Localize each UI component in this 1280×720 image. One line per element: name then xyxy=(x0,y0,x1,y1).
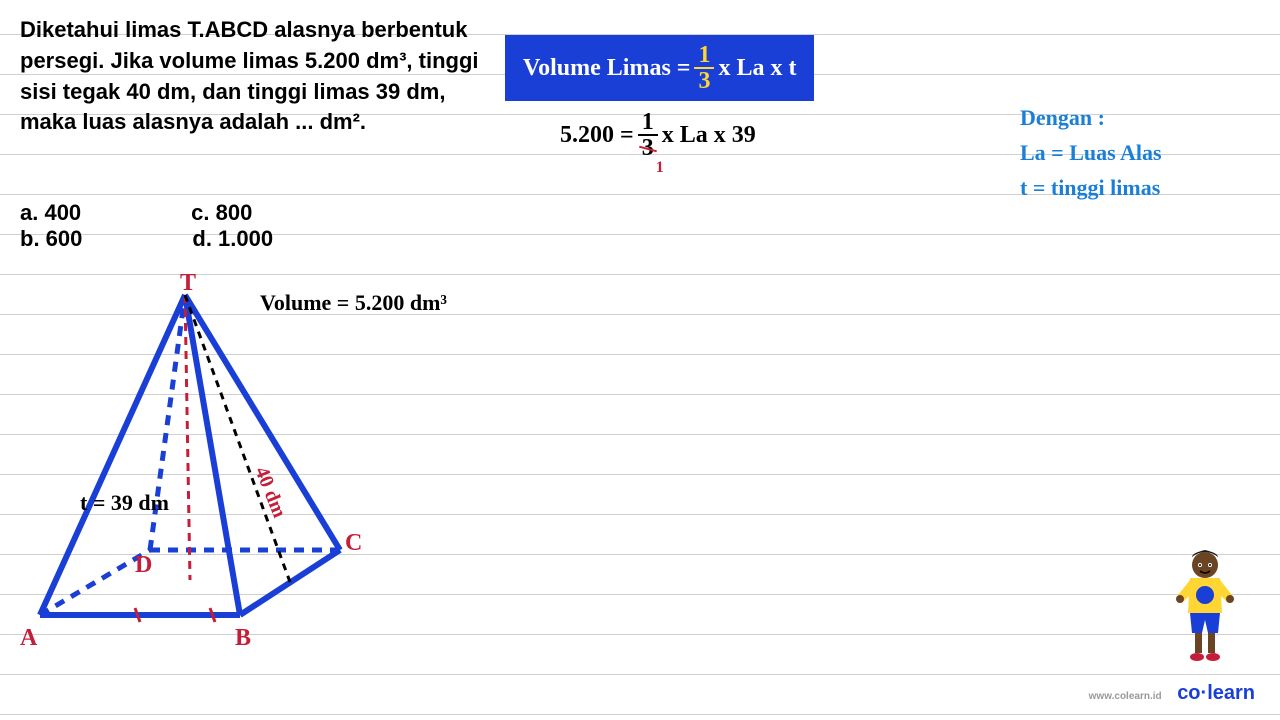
footer-url: www.colearn.id xyxy=(1089,691,1162,702)
option-d: d. 1.000 xyxy=(192,226,273,252)
formula-fraction: 1 3 xyxy=(694,43,714,93)
footer-brand: co·learn xyxy=(1177,682,1255,704)
calc-fraction: 1 3 1 xyxy=(638,110,658,160)
height-label: t = 39 dm xyxy=(80,490,169,516)
legend-title: Dengan : xyxy=(1020,100,1162,135)
footer: www.colearn.id co·learn xyxy=(1089,682,1255,705)
svg-text:A: A xyxy=(20,625,38,651)
legend-la: La = Luas Alas xyxy=(1020,135,1162,170)
answer-options: a. 400 c. 800 b. 600 d. 1.000 xyxy=(20,200,273,252)
svg-text:T: T xyxy=(180,270,196,296)
svg-text:D: D xyxy=(135,552,152,578)
calculation-line: 5.200 = 1 3 1 x La x 39 xyxy=(560,110,756,160)
option-b: b. 600 xyxy=(20,226,82,252)
formula-label: Volume Limas = xyxy=(523,55,690,82)
pyramid-diagram: T A B C D 40 dm xyxy=(10,270,390,675)
formula-mult: x La x t xyxy=(718,55,796,82)
red-one: 1 xyxy=(656,160,664,176)
formula-box: Volume Limas = 1 3 x La x t xyxy=(505,35,814,101)
svg-text:B: B xyxy=(235,625,251,651)
problem-text: Diketahui limas T.ABCD alasnya berbentuk… xyxy=(20,15,480,138)
mascot-icon xyxy=(1170,545,1240,670)
legend: Dengan : La = Luas Alas t = tinggi limas xyxy=(1020,100,1162,206)
legend-t: t = tinggi limas xyxy=(1020,170,1162,205)
option-c: c. 800 xyxy=(191,200,252,226)
calc-lhs: 5.200 = xyxy=(560,122,634,149)
option-a: a. 400 xyxy=(20,200,81,226)
calc-rhs: x La x 39 xyxy=(662,122,756,149)
svg-text:C: C xyxy=(345,530,362,556)
